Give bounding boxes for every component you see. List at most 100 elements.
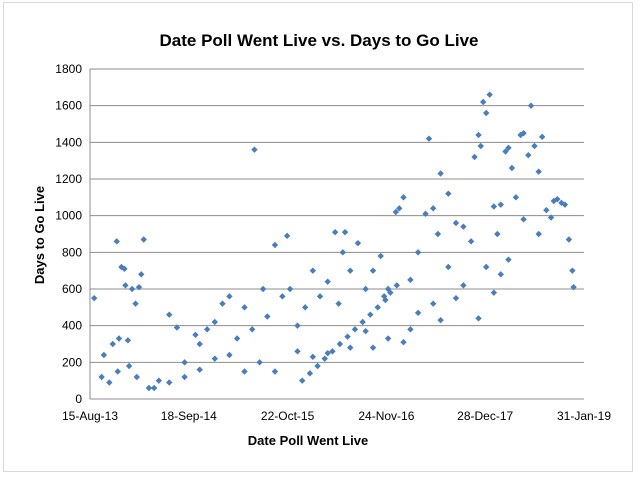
data-point [445, 263, 452, 271]
data-point [98, 373, 105, 381]
data-point [166, 311, 173, 318]
data-point [271, 368, 279, 375]
data-point [331, 228, 339, 236]
data-point [480, 98, 487, 106]
y-tick-label: 800 [62, 245, 82, 259]
data-point [121, 265, 128, 273]
data-point [570, 283, 577, 291]
data-point [118, 263, 125, 271]
data-point [554, 195, 561, 203]
data-point [475, 315, 482, 322]
data-point [321, 355, 328, 362]
data-point [135, 283, 143, 291]
data-point [264, 313, 271, 320]
data-point [109, 340, 116, 348]
data-point [283, 232, 291, 240]
data-point [124, 337, 132, 344]
data-point [196, 340, 203, 348]
data-point [196, 366, 203, 373]
data-point [133, 373, 140, 381]
y-tick-label: 400 [62, 319, 82, 333]
data-point [100, 351, 108, 359]
data-point [115, 335, 123, 342]
data-point [166, 379, 173, 386]
data-point [525, 151, 532, 159]
data-point [543, 206, 550, 214]
data-point [279, 293, 286, 300]
data-point [477, 142, 484, 150]
data-point [122, 282, 129, 289]
data-point [565, 236, 573, 243]
data-point [535, 168, 542, 175]
data-point [482, 263, 490, 271]
data-point [550, 197, 557, 205]
data-point [359, 318, 366, 326]
data-point [248, 326, 256, 333]
x-tick-label: 18-Sep-14 [161, 409, 217, 423]
data-point [301, 304, 309, 311]
data-point [369, 344, 377, 351]
chart-title: Date Poll Went Live vs. Days to Go Live [160, 31, 479, 50]
x-tick-label: 28-Dec-17 [457, 409, 513, 423]
data-point [354, 239, 362, 247]
data-point [314, 362, 321, 370]
data-point [445, 190, 452, 197]
x-axis-title: Date Poll Went Live [248, 433, 368, 448]
data-point [535, 230, 542, 238]
x-tick-label: 31-Jan-19 [557, 409, 611, 423]
data-point [407, 276, 414, 284]
data-point [547, 214, 555, 221]
data-point [339, 249, 347, 256]
data-point [502, 148, 509, 155]
data-point [125, 362, 133, 370]
y-tick-label: 1200 [55, 172, 82, 186]
data-point [324, 278, 331, 285]
data-point [407, 326, 414, 333]
data-point [299, 377, 306, 384]
chart-frame: Date Poll Went Live vs. Days to Go Live … [3, 2, 633, 472]
data-point [347, 267, 354, 274]
data-point [467, 238, 475, 245]
data-point [324, 349, 331, 357]
data-point [400, 338, 407, 346]
data-point [132, 300, 139, 307]
data-point [430, 205, 437, 212]
data-point [309, 267, 317, 274]
y-axis-title: Days to Go Live [32, 186, 47, 284]
data-point [561, 201, 569, 208]
data-point [150, 384, 158, 392]
data-point [367, 311, 374, 318]
data-point [490, 289, 498, 296]
data-point [344, 333, 351, 340]
data-point [91, 294, 98, 302]
data-point [475, 131, 482, 139]
data-point [434, 230, 442, 238]
data-point [393, 282, 400, 289]
data-point [430, 300, 437, 307]
data-point [145, 384, 153, 392]
data-point [425, 135, 433, 142]
data-point [520, 216, 527, 223]
data-point [181, 373, 188, 381]
data-point [226, 351, 233, 359]
data-point [377, 252, 384, 260]
data-point [294, 322, 301, 329]
x-tick-label: 15-Aug-13 [62, 409, 118, 423]
data-point [113, 238, 120, 245]
data-point [306, 370, 314, 377]
data-point [335, 300, 342, 307]
y-tick-label: 600 [62, 282, 82, 296]
data-point [392, 208, 400, 216]
data-point [203, 326, 211, 333]
data-point [233, 335, 241, 342]
data-point [341, 228, 349, 236]
data-point [106, 379, 113, 386]
data-point [329, 348, 336, 355]
data-point [452, 294, 460, 302]
data-point [482, 109, 490, 117]
data-point [494, 230, 501, 238]
data-point [271, 241, 279, 249]
data-point [396, 205, 403, 212]
data-point [505, 144, 512, 152]
data-point [569, 267, 576, 274]
